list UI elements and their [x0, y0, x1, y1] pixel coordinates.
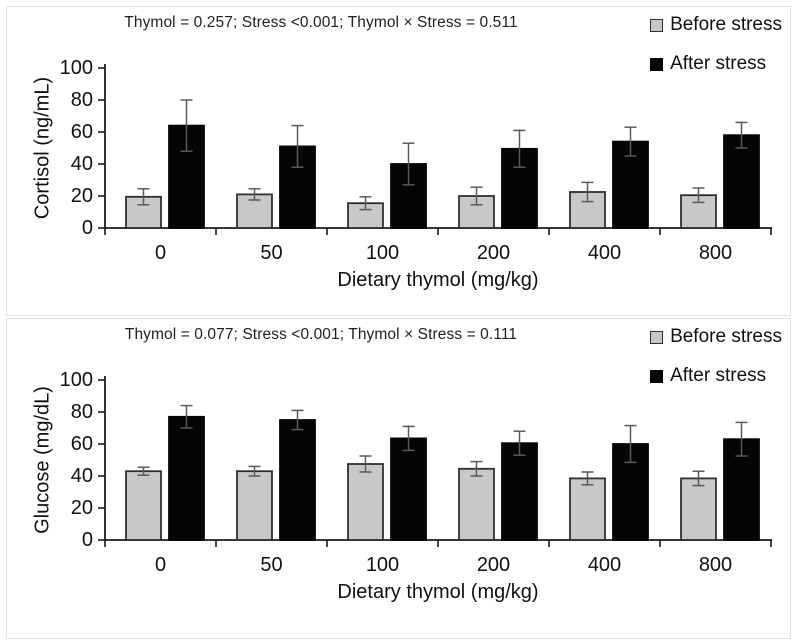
legend-item-after-stress: After stress [650, 365, 782, 387]
bar-before-stress-400 [569, 477, 606, 541]
x-category-label: 0 [155, 554, 166, 576]
bar-before-stress-800 [680, 477, 717, 541]
x-category-label: 400 [588, 242, 621, 264]
y-tick-label: 100 [60, 369, 93, 391]
x-category-label: 100 [366, 242, 399, 264]
bar-before-stress-100 [347, 463, 384, 541]
legend-label: Before stress [670, 14, 782, 35]
y-tick-label: 40 [71, 465, 93, 487]
x-category-label: 0 [155, 242, 166, 264]
legend: Before stress After stress [650, 14, 782, 75]
legend: Before stress After stress [650, 326, 782, 387]
y-tick-label: 20 [71, 497, 93, 519]
y-tick-label: 80 [71, 401, 93, 423]
x-category-label: 800 [699, 554, 732, 576]
bar-before-stress-200 [458, 467, 495, 541]
chart-title-pvalues: Thymol = 0.077; Stress <0.001; Thymol × … [124, 326, 518, 343]
x-category-label: 50 [260, 242, 282, 264]
legend-item-before-stress: Before stress [650, 14, 782, 36]
x-category-label: 100 [366, 554, 399, 576]
y-tick-label: 0 [82, 529, 93, 551]
before-stress-swatch-icon [650, 330, 664, 344]
y-tick-label: 20 [71, 185, 93, 207]
y-tick-label: 60 [71, 121, 93, 143]
after-stress-swatch-icon [650, 369, 664, 383]
bar-after-stress-100 [390, 437, 427, 541]
y-tick-label: 80 [71, 89, 93, 111]
after-stress-swatch-icon [650, 57, 664, 71]
x-category-label: 400 [588, 554, 621, 576]
x-category-label: 200 [477, 554, 510, 576]
y-tick-label: 60 [71, 433, 93, 455]
x-category-label: 200 [477, 242, 510, 264]
bar-before-stress-0 [125, 470, 162, 541]
glucose-chart-panel: Thymol = 0.077; Stress <0.001; Thymol × … [6, 318, 791, 639]
y-tick-label: 0 [82, 217, 93, 239]
x-axis-title: Dietary thymol (mg/kg) [337, 581, 539, 603]
legend-item-after-stress: After stress [650, 53, 782, 75]
legend-item-before-stress: Before stress [650, 326, 782, 348]
bar-after-stress-50 [279, 419, 316, 541]
before-stress-swatch-icon [650, 18, 664, 32]
x-axis-title: Dietary thymol (mg/kg) [337, 269, 539, 291]
bar-after-stress-800 [723, 134, 760, 229]
bar-before-stress-50 [236, 193, 273, 229]
bar-after-stress-200 [501, 442, 538, 541]
bar-before-stress-100 [347, 202, 384, 229]
x-category-label: 50 [260, 554, 282, 576]
bar-plot: 0 20 40 60 80 100 0 50 100 200 400 800 [60, 57, 772, 264]
bar-after-stress-0 [168, 415, 205, 541]
bar-plot: 0 20 40 60 80 100 0 50 100 200 400 800 [60, 369, 772, 576]
bar-after-stress-0 [168, 124, 205, 229]
chart-title-pvalues: Thymol = 0.257; Stress <0.001; Thymol × … [124, 14, 518, 31]
legend-label: Before stress [670, 326, 782, 347]
legend-label: After stress [670, 365, 767, 386]
cortisol-chart-panel: Thymol = 0.257; Stress <0.001; Thymol × … [6, 6, 791, 316]
x-category-label: 800 [699, 242, 732, 264]
y-tick-label: 40 [71, 153, 93, 175]
legend-label: After stress [670, 53, 767, 74]
y-tick-label: 100 [60, 57, 93, 79]
bar-before-stress-50 [236, 470, 273, 541]
